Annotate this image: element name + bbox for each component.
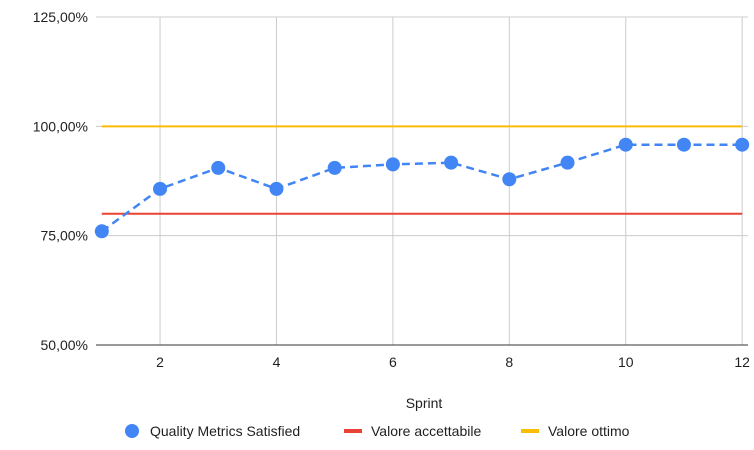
data-point [269, 181, 284, 196]
x-tick-label: 4 [273, 354, 281, 370]
y-tick-label: 100,00% [33, 118, 88, 134]
x-axis-ticks: 2 4 6 8 10 12 [156, 354, 750, 370]
data-point [735, 137, 750, 152]
y-tick-label: 125,00% [33, 9, 88, 25]
y-axis-ticks: 50,00% 75,00% 100,00% 125,00% [33, 9, 88, 353]
x-tick-label: 10 [618, 354, 634, 370]
data-point [327, 160, 342, 175]
legend-marker [125, 424, 139, 438]
x-tick-label: 2 [156, 354, 164, 370]
x-tick-label: 12 [734, 354, 750, 370]
legend-label: Valore ottimo [548, 423, 630, 439]
x-axis-title: Sprint [406, 395, 443, 411]
data-point [676, 137, 691, 152]
data-point [444, 155, 459, 170]
grid [96, 16, 748, 346]
x-tick-label: 8 [505, 354, 513, 370]
data-point [211, 160, 226, 175]
data-point [153, 181, 168, 196]
data-point [502, 172, 517, 187]
threshold-lines [101, 125, 743, 215]
data-point [618, 137, 633, 152]
legend-label: Valore accettabile [371, 423, 481, 439]
data-point [385, 157, 400, 172]
y-tick-label: 75,00% [41, 228, 88, 244]
legend-swatch [344, 429, 362, 433]
data-series [94, 137, 750, 239]
data-point [560, 155, 575, 170]
x-tick-label: 6 [389, 354, 397, 370]
series-line-quality-metrics [101, 143, 743, 233]
legend-swatch [521, 429, 539, 433]
legend-label: Quality Metrics Satisfied [150, 423, 300, 439]
legend[interactable]: Quality Metrics Satisfied Valore accettab… [125, 423, 630, 439]
data-point [94, 224, 109, 239]
y-tick-label: 50,00% [41, 337, 88, 353]
